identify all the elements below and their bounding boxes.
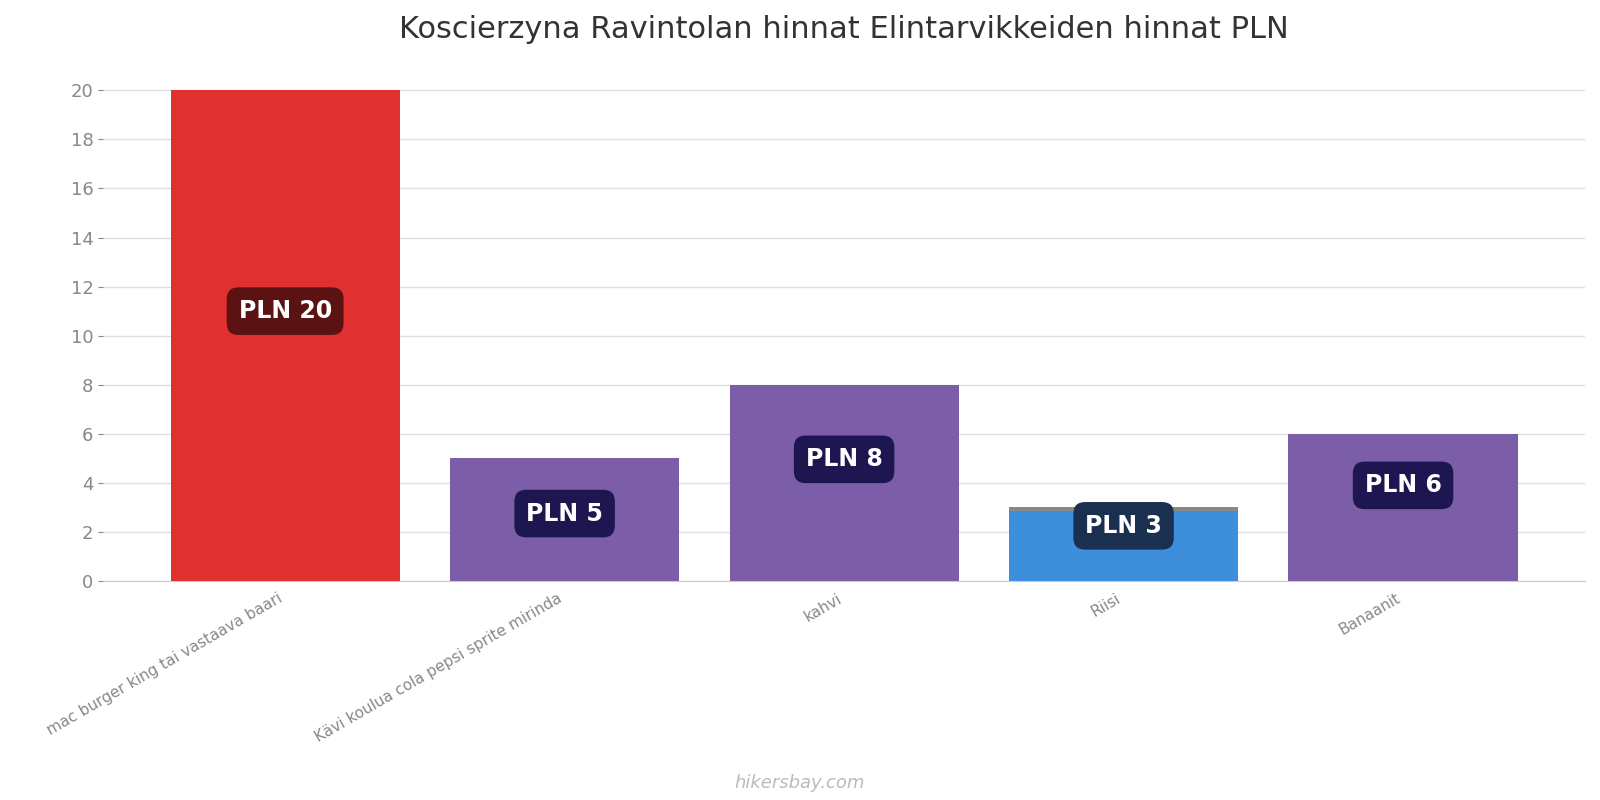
Bar — [171, 90, 400, 581]
Text: PLN 20: PLN 20 — [238, 299, 331, 323]
Text: hikersbay.com: hikersbay.com — [734, 774, 866, 792]
Text: PLN 6: PLN 6 — [1365, 474, 1442, 498]
Text: PLN 8: PLN 8 — [806, 447, 883, 471]
Bar — [1010, 507, 1238, 511]
Bar — [1288, 434, 1518, 581]
Text: PLN 3: PLN 3 — [1085, 514, 1162, 538]
Bar — [730, 385, 958, 581]
Text: PLN 5: PLN 5 — [526, 502, 603, 526]
Bar — [450, 458, 680, 581]
Bar — [1010, 507, 1238, 581]
Title: Koscierzyna Ravintolan hinnat Elintarvikkeiden hinnat PLN: Koscierzyna Ravintolan hinnat Elintarvik… — [400, 15, 1290, 44]
